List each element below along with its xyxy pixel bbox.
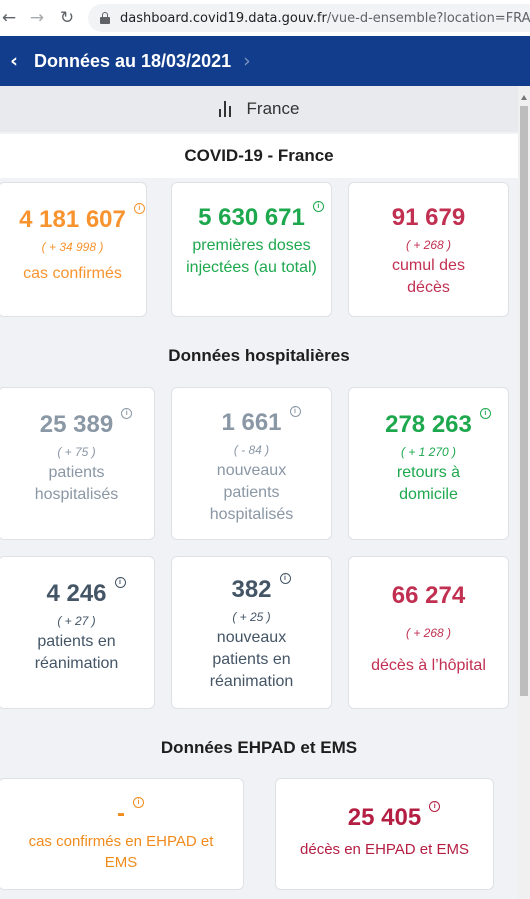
stat-value: 25 389 i bbox=[40, 408, 133, 440]
section-title-covid: COVID-19 - France bbox=[0, 134, 518, 178]
stat-value: -i bbox=[117, 797, 144, 829]
date-title: Données au 18/03/2021 bbox=[34, 50, 232, 71]
stat-label: cumul des décès bbox=[392, 257, 465, 296]
card-cas-ehpad: -i cas confirmés en EHPAD et EMS bbox=[0, 778, 244, 890]
card-cas-confirmes: 4 181 607 i ( + 34 998 ) cas confirmés bbox=[0, 182, 147, 317]
stat-value: 278 263 i bbox=[385, 408, 491, 440]
date-header: ‹ Données au 18/03/2021 › bbox=[0, 36, 530, 86]
card-patients-hospitalises: 25 389 i ( + 75 ) patients hospitalisés bbox=[0, 387, 155, 540]
previous-date-chevron-icon[interactable]: ‹ bbox=[10, 50, 18, 72]
stat-value: 91 679 bbox=[391, 204, 466, 231]
stat-label: premières doses injectées (au total) bbox=[186, 237, 317, 276]
stat-label: décès à l’hôpital bbox=[371, 657, 486, 674]
scrollbar[interactable] bbox=[518, 86, 530, 899]
card-nouveaux-reanimation: 382 i ( + 25 ) nouveaux patients en réani… bbox=[171, 556, 332, 709]
stat-delta: ( + 25 ) bbox=[232, 610, 271, 624]
stat-label: patients en réanimation bbox=[34, 633, 119, 672]
location-label: France bbox=[246, 99, 300, 118]
stat-value: 25 405 i bbox=[348, 801, 441, 833]
stat-delta: ( - 84 ) bbox=[233, 443, 270, 457]
forward-arrow-icon[interactable]: → bbox=[29, 8, 45, 28]
card-patients-reanimation: 4 246 i ( + 27 ) patients en réanimation bbox=[0, 556, 155, 709]
stat-delta: ( + 75 ) bbox=[57, 445, 96, 459]
url-path: /vue-d-ensemble?location=FRA bbox=[326, 10, 530, 26]
stat-delta: ( + 34 998 ) bbox=[41, 240, 104, 254]
stat-value: 5 630 671 i bbox=[198, 201, 324, 233]
location-selector[interactable]: France bbox=[0, 86, 518, 132]
stat-label: nouveaux patients hospitalisés bbox=[209, 462, 294, 523]
scroll-up-arrow-icon[interactable] bbox=[521, 95, 527, 100]
card-deces-ehpad: 25 405 i décès en EHPAD et EMS bbox=[275, 778, 494, 890]
stat-label: décès en EHPAD et EMS bbox=[300, 841, 469, 858]
card-nouveaux-hospitalises: 1 661 i ( - 84 ) nouveaux patients hospit… bbox=[171, 387, 332, 540]
card-deces-hopital: 66 274 ( + 268 ) décès à l’hôpital bbox=[348, 556, 509, 709]
card-cumul-deces: 91 679 ( + 268 ) cumul des décès bbox=[348, 182, 509, 317]
stat-label: cas confirmés en EHPAD et EMS bbox=[28, 833, 214, 871]
info-icon[interactable]: i bbox=[121, 408, 133, 419]
back-arrow-icon[interactable]: ← bbox=[1, 8, 17, 28]
section-title-ehpad: Données EHPAD et EMS bbox=[160, 738, 358, 757]
info-icon[interactable]: i bbox=[133, 203, 145, 214]
url-host: dashboard.covid19.data.gouv.fr bbox=[120, 10, 327, 26]
section-title-hospital: Données hospitalières bbox=[168, 346, 350, 365]
stat-delta: ( + 268 ) bbox=[405, 238, 452, 252]
url-text: dashboard.covid19.data.gouv.fr/vue-d-ens… bbox=[120, 11, 530, 26]
lock-icon bbox=[100, 12, 110, 24]
bar-chart-icon bbox=[218, 101, 233, 117]
info-icon[interactable]: i bbox=[114, 577, 126, 588]
address-bar[interactable]: dashboard.covid19.data.gouv.fr/vue-d-ens… bbox=[88, 4, 530, 32]
info-icon[interactable]: i bbox=[479, 408, 491, 419]
info-icon[interactable]: i bbox=[312, 201, 324, 212]
scrollbar-thumb[interactable] bbox=[520, 106, 528, 696]
info-icon[interactable]: i bbox=[289, 406, 301, 417]
info-icon[interactable]: i bbox=[279, 573, 291, 584]
stat-value: 1 661 i bbox=[221, 406, 301, 438]
stat-value: 4 181 607 i bbox=[19, 203, 145, 235]
stat-label: patients hospitalisés bbox=[34, 464, 119, 503]
stat-label: cas confirmés bbox=[23, 265, 122, 282]
browser-toolbar: ← → ↻ dashboard.covid19.data.gouv.fr/vue… bbox=[0, 0, 530, 36]
stat-value: 4 246 i bbox=[46, 577, 126, 609]
reload-icon[interactable]: ↻ bbox=[59, 8, 75, 28]
stat-value: 382 i bbox=[231, 573, 291, 605]
card-retours-domicile: 278 263 i ( + 1 270 ) retours à domicile bbox=[348, 387, 509, 540]
next-date-chevron-icon[interactable]: › bbox=[243, 50, 251, 72]
info-icon[interactable]: i bbox=[429, 801, 441, 812]
stat-delta: ( + 268 ) bbox=[405, 626, 452, 640]
stat-label: nouveaux patients en réanimation bbox=[209, 629, 294, 690]
stat-label: retours à domicile bbox=[396, 464, 461, 503]
info-icon[interactable]: i bbox=[133, 797, 144, 808]
card-premieres-doses: 5 630 671 i premières doses injectées (au… bbox=[171, 182, 332, 317]
stat-value: 66 274 bbox=[391, 582, 466, 609]
stat-delta: ( + 1 270 ) bbox=[400, 445, 457, 459]
stat-delta: ( + 27 ) bbox=[57, 614, 96, 628]
